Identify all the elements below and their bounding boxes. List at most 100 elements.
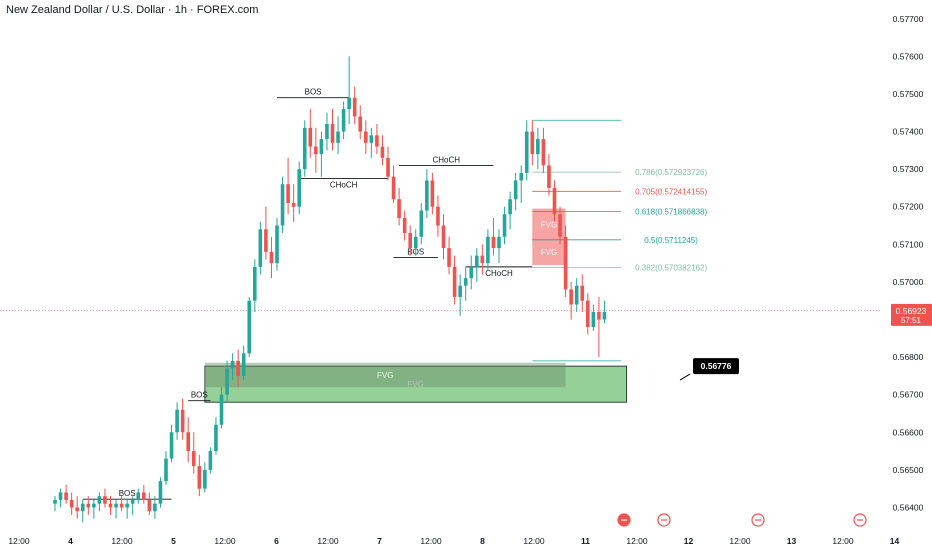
candle-body [491, 236, 496, 249]
candle-body [180, 409, 185, 433]
candle-body [574, 285, 579, 305]
flag-icon [751, 513, 765, 527]
candle-body [502, 214, 507, 237]
x-tick-label: 6 [274, 536, 279, 546]
candle-body [358, 116, 363, 132]
y-tick-label: 0.56600 [893, 427, 924, 437]
candle-body [130, 499, 135, 504]
candle-body [142, 492, 146, 500]
y-tick-label: 0.56400 [893, 502, 924, 512]
x-tick-label: 7 [377, 536, 382, 546]
fib-label: 0.705(0.572414155) [635, 187, 707, 196]
candle-body [69, 499, 74, 508]
fib-label: 0.618(0.571866838) [635, 208, 707, 217]
candle-body [230, 360, 235, 369]
x-tick-label: 14 [890, 536, 900, 546]
candle-body [186, 432, 190, 452]
x-tick-label: 12:00 [214, 536, 236, 546]
candle-body [291, 202, 296, 207]
candle-body [369, 135, 374, 143]
candle-body [297, 169, 301, 207]
current-price-tag [891, 303, 932, 326]
structure-label: BOS [119, 489, 136, 498]
candle-body [286, 184, 290, 203]
candle-body [108, 503, 113, 508]
x-tick-label: 12:00 [420, 536, 442, 546]
x-tick-label: 12:00 [523, 536, 545, 546]
x-tick-label: 12:00 [626, 536, 648, 546]
candle-body [402, 218, 407, 234]
candle-body [308, 127, 313, 147]
candle-body [341, 109, 346, 132]
flag-icon [657, 513, 671, 527]
candle-body [486, 236, 490, 264]
candle-body [352, 97, 357, 117]
candle-body [125, 503, 129, 508]
candle-body [191, 451, 196, 467]
candle-body [436, 206, 440, 226]
candle-body [558, 214, 562, 237]
candle-body [480, 255, 485, 264]
flag-icon [853, 513, 867, 527]
candle-body [475, 255, 479, 267]
current-price-label: 0.56923 [896, 306, 927, 316]
candle-body [441, 225, 446, 249]
candle-body [364, 131, 368, 143]
flag-icon [617, 513, 631, 527]
candle-body [114, 503, 118, 508]
candle-body [175, 409, 179, 433]
price-callout [693, 358, 739, 375]
y-tick-label: 0.57100 [893, 239, 924, 249]
fib-label: 0.5(0.5711245) [644, 236, 698, 245]
candle-body [463, 278, 468, 286]
candle-body [391, 176, 396, 200]
candle-body [203, 469, 207, 489]
y-tick-label: 0.57400 [893, 127, 924, 137]
candle-body [419, 210, 424, 237]
fvg-label: FVG [377, 371, 393, 380]
candle-body [92, 503, 96, 508]
candle-body [497, 236, 501, 249]
y-tick-label: 0.56800 [893, 352, 924, 362]
candle-body [413, 236, 418, 249]
fvg-label: FVG [541, 248, 557, 257]
callout-pointer [679, 373, 691, 381]
structure-label: CHoCH [330, 181, 358, 190]
candle-body [197, 466, 202, 489]
candle-body [386, 157, 390, 177]
chart-title: New Zealand Dollar / U.S. Dollar · 1h · … [6, 4, 259, 16]
candle-body [580, 285, 585, 301]
x-tick-label: 12 [684, 536, 694, 546]
candle-body [519, 172, 523, 181]
price-callout-label: 0.56776 [701, 361, 732, 371]
candle-body [103, 496, 107, 504]
candle-body [219, 394, 224, 425]
candle-body [264, 229, 268, 252]
fvg-label: FVG [541, 221, 557, 230]
candle-body [380, 146, 385, 158]
candle-body [97, 496, 102, 504]
x-tick-label: 11 [581, 536, 590, 546]
candle-body [430, 180, 435, 207]
candle-body [591, 311, 596, 328]
candle-body [75, 507, 79, 512]
candle-body [319, 139, 324, 155]
x-tick-label: 4 [68, 536, 73, 546]
x-tick-label: 12:00 [317, 536, 339, 546]
candle-body [375, 135, 379, 147]
candle-body [547, 165, 551, 188]
fvg-zone [204, 365, 628, 403]
candle-body [347, 97, 351, 110]
candle-body [325, 124, 329, 140]
y-tick-label: 0.57200 [893, 202, 924, 212]
candle-body [158, 481, 163, 504]
countdown-label: 57:51 [901, 316, 922, 325]
candle-body [508, 199, 512, 215]
x-tick-label: 12:00 [729, 536, 751, 546]
candle-body [569, 289, 573, 305]
candle-body [80, 503, 85, 512]
y-tick-label: 0.56500 [893, 465, 924, 475]
y-tick-label: 0.57500 [893, 89, 924, 99]
